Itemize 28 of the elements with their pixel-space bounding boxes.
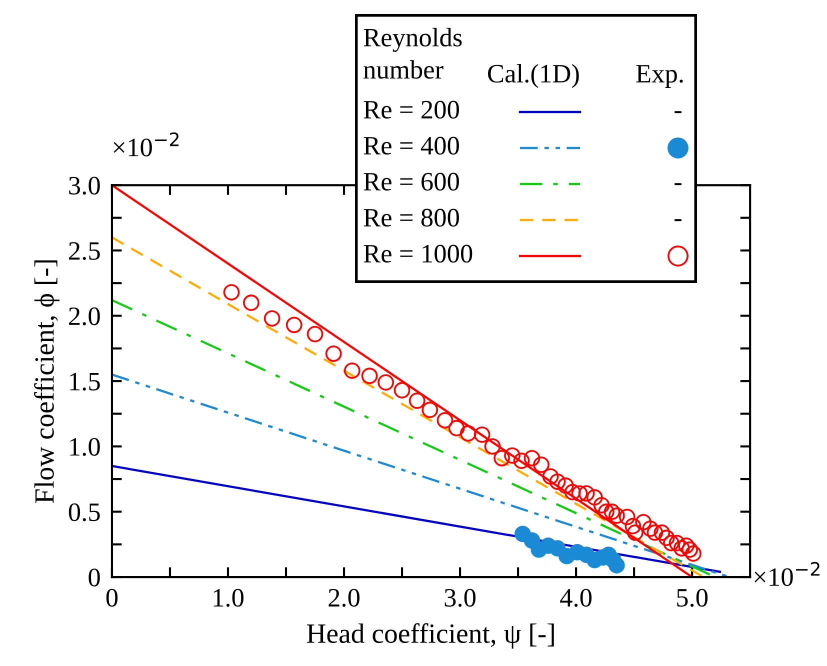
legend-label: Re = 600: [364, 172, 459, 191]
x-tick-label: 0: [106, 588, 118, 607]
legend-label: Re = 1000: [364, 244, 472, 263]
legend-label: Re = 800: [364, 208, 459, 227]
y-tick-label: 3.0: [69, 176, 100, 195]
y-tick-label: 1.0: [70, 438, 100, 456]
legend-label: Re = 400: [364, 136, 459, 155]
text: -: [674, 183, 682, 186]
legend-title: Reynolds number: [364, 28, 462, 79]
text: -: [674, 111, 682, 114]
y-tick-label: 0: [88, 568, 100, 586]
text: Exp.: [636, 65, 683, 88]
y-axis-title: Flow coefficient, ϕ [-]: [34, 260, 60, 504]
x-tick-label: 3.0: [444, 588, 476, 607]
text: ×10$^{−2}$: [754, 562, 820, 586]
x-tick-label: 1.0: [214, 588, 244, 607]
legend-label: Re = 200: [364, 100, 459, 119]
text: Cal.(1D): [488, 64, 579, 88]
annotation: -: [674, 219, 682, 222]
y-tick-label: 2.5: [69, 242, 100, 260]
x-tick-label: 2.0: [328, 588, 360, 607]
x-tick-label: 5.0: [677, 588, 708, 607]
x-tick-label: 4.0: [560, 588, 592, 607]
x-axis-title: Head coefficient, ψ [-]: [306, 623, 554, 649]
text: ×10$^{−2}$: [114, 132, 179, 156]
y-tick-label: 2.0: [69, 307, 100, 326]
y-tick-label: 1.5: [70, 372, 100, 391]
y-tick-label: 0.5: [68, 503, 100, 522]
